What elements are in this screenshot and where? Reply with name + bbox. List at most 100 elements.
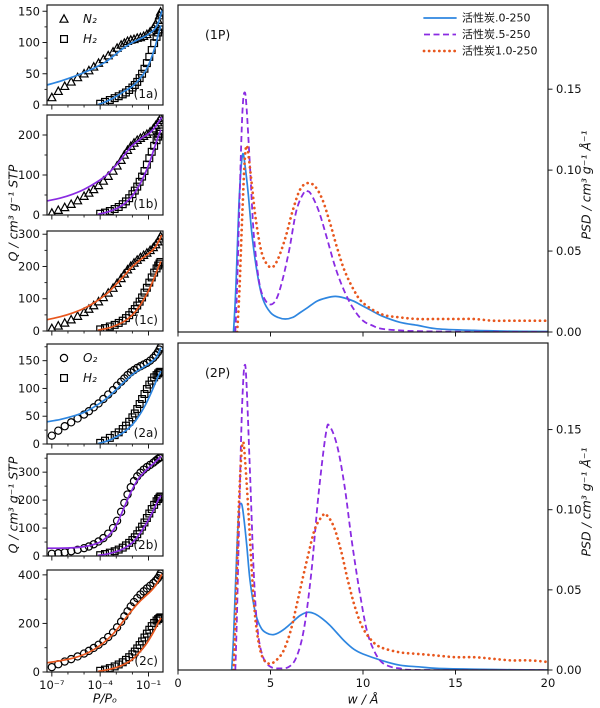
tick-label: 200 [18, 493, 40, 507]
axes-frame [46, 569, 164, 673]
series-group [46, 569, 164, 673]
circle-marker [104, 529, 113, 538]
series-line [97, 129, 162, 216]
square-marker [96, 99, 105, 106]
series-line [46, 116, 163, 202]
series-line [97, 25, 162, 106]
circle-marker [59, 353, 69, 363]
square-marker [142, 385, 151, 394]
panel-1P: 0.00 0.05 0.10 0.15 (1P) 活性炭.0-250 活性炭.5-250 活性… [177, 4, 582, 339]
y-axis-label-psd-2p: PSD / cm³ g⁻¹ Å⁻¹ [578, 447, 594, 557]
series-line [234, 363, 549, 671]
axes-frame [177, 342, 549, 671]
series-group [46, 6, 164, 106]
x-axis-label-ppo: P/Pₒ [92, 690, 118, 706]
circle-marker [60, 422, 69, 431]
triangle-marker [108, 282, 119, 292]
series-line [232, 152, 549, 333]
series-markers [96, 367, 164, 445]
axes-frame [46, 114, 164, 216]
y-axis-label-q-group1: Q / cm³ g⁻¹ STP [5, 164, 21, 262]
square-marker [130, 409, 139, 418]
series-line [46, 455, 162, 550]
tick-label: 10⁻¹ [136, 678, 161, 692]
series-line [46, 234, 163, 321]
tick-label: 100 [18, 36, 40, 50]
circle-marker [54, 549, 63, 557]
legend-label: O₂ [83, 351, 97, 365]
square-marker [59, 34, 68, 43]
panel-2a: 0 50 100 150 (2a) O₂ H₂ [18, 343, 164, 451]
axes-frame [177, 4, 549, 333]
triangle-marker [103, 287, 114, 297]
tick-label: 0 [33, 98, 40, 112]
legend-label: 活性炭1.0-250 [462, 44, 537, 58]
series-line [234, 91, 549, 333]
series-group [230, 363, 549, 671]
tick-label: 10⁻⁴ [88, 678, 114, 692]
tick-label: 0 [174, 676, 181, 690]
legend-label: 活性炭.5-250 [462, 27, 530, 41]
tick-label: 10⁻⁷ [39, 678, 65, 692]
tick-label: 50 [25, 409, 40, 423]
square-marker [128, 83, 137, 92]
circle-marker [104, 632, 113, 642]
y-axis-label-q-group2: Q / cm³ g⁻¹ STP [5, 456, 21, 554]
series-line [97, 261, 162, 331]
series-line [230, 502, 549, 671]
tick-label: 100 [18, 381, 40, 395]
legend-label: H₂ [83, 32, 97, 46]
triangle-marker [47, 207, 57, 216]
axes-frame [46, 343, 164, 445]
series-line [46, 10, 163, 86]
square-marker [135, 74, 144, 83]
tick-label: 0 [33, 437, 40, 451]
tick-label: 0.15 [556, 82, 582, 96]
square-marker [156, 257, 164, 266]
triangle-marker [98, 175, 109, 185]
tick-label: 300 [18, 227, 40, 241]
tick-label: 10 [356, 676, 371, 690]
triangle-marker [138, 249, 149, 259]
circle-marker [54, 426, 63, 435]
triangle-marker [46, 92, 57, 102]
circle-marker [156, 453, 164, 462]
triangle-marker [93, 179, 104, 190]
panel-1c: 0 100 200 300 (1c) [18, 227, 164, 338]
legend-label: H₂ [83, 371, 97, 385]
square-marker [156, 367, 164, 376]
series-line [46, 347, 162, 423]
tick-label: 300 [18, 465, 40, 479]
triangle-marker [72, 195, 83, 205]
tick-label: 0.10 [556, 503, 582, 517]
circle-marker [79, 543, 89, 553]
tick-label: 0 [33, 324, 40, 338]
circle-marker [47, 431, 57, 440]
tick-label: 150 [18, 4, 40, 18]
square-marker [105, 95, 114, 104]
series-line [232, 440, 549, 671]
square-marker [110, 94, 119, 103]
axes-frame [46, 4, 164, 106]
tick-label: 150 [18, 354, 40, 368]
triangle-marker [53, 320, 64, 330]
tick-label: 100 [18, 292, 40, 306]
panel-tag: (2P) [205, 365, 230, 380]
tick-label: 0.05 [556, 583, 582, 597]
square-marker [110, 205, 119, 214]
series-markers [96, 492, 164, 557]
panel-tag: (1c) [134, 313, 158, 327]
triangle-marker [112, 277, 123, 288]
panel-tag: (2c) [134, 654, 158, 668]
tick-label: 20 [541, 676, 556, 690]
tick-label: 0 [33, 208, 40, 222]
x-axis-label-w: w / Å [347, 691, 379, 707]
series-group [46, 231, 164, 332]
tick-label: 0.00 [556, 663, 582, 677]
tick-label: 5 [267, 676, 274, 690]
triangle-marker [58, 13, 70, 23]
square-marker [133, 405, 142, 414]
axes-frame [46, 230, 164, 332]
tick-label: 400 [18, 568, 40, 582]
